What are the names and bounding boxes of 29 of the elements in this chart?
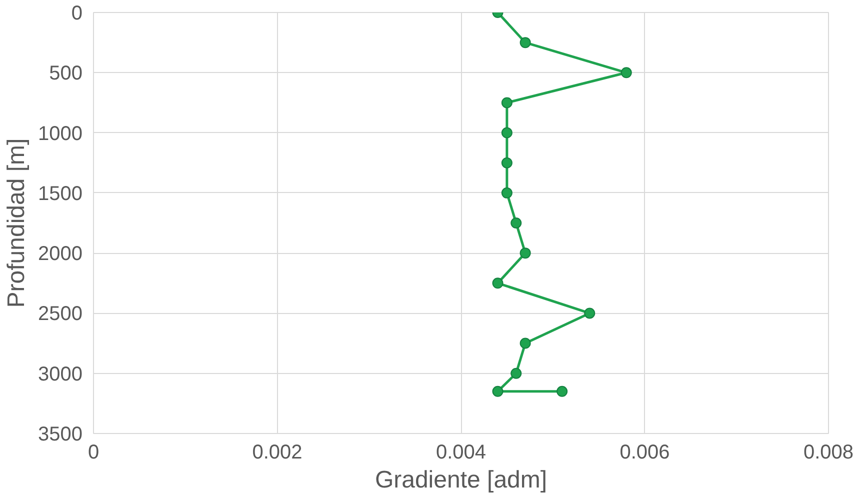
y-tick-label: 2000 [38,243,83,266]
point [501,157,512,168]
y-axis-title: Profundidad [m] [3,138,30,308]
point [520,248,531,259]
point [584,308,596,319]
point [620,67,632,78]
y-tick-label: 500 [49,62,83,85]
point [501,97,512,108]
y-tick-label: 0 [71,2,82,24]
y-tick-label: 1500 [38,182,83,205]
x-tick-label: 0.002 [252,442,302,464]
y-tick-label: 2500 [38,303,83,326]
y-tick-label: 3000 [38,363,83,386]
point [492,278,504,289]
point [492,386,504,397]
point [520,338,531,349]
x-tick-label: 0 [88,442,100,464]
point [510,368,522,379]
x-tick-label: 0.006 [620,442,670,464]
y-tick-label: 3500 [38,424,83,446]
point [501,187,512,198]
x-tick-label: 0.008 [803,442,854,464]
x-axis-title: Gradiente [adm] [374,466,548,494]
point [510,218,522,228]
point [501,127,512,138]
x-tick-label: 0.004 [436,442,486,464]
y-tick-label: 1000 [38,122,83,145]
point [556,386,568,397]
point [520,37,531,48]
